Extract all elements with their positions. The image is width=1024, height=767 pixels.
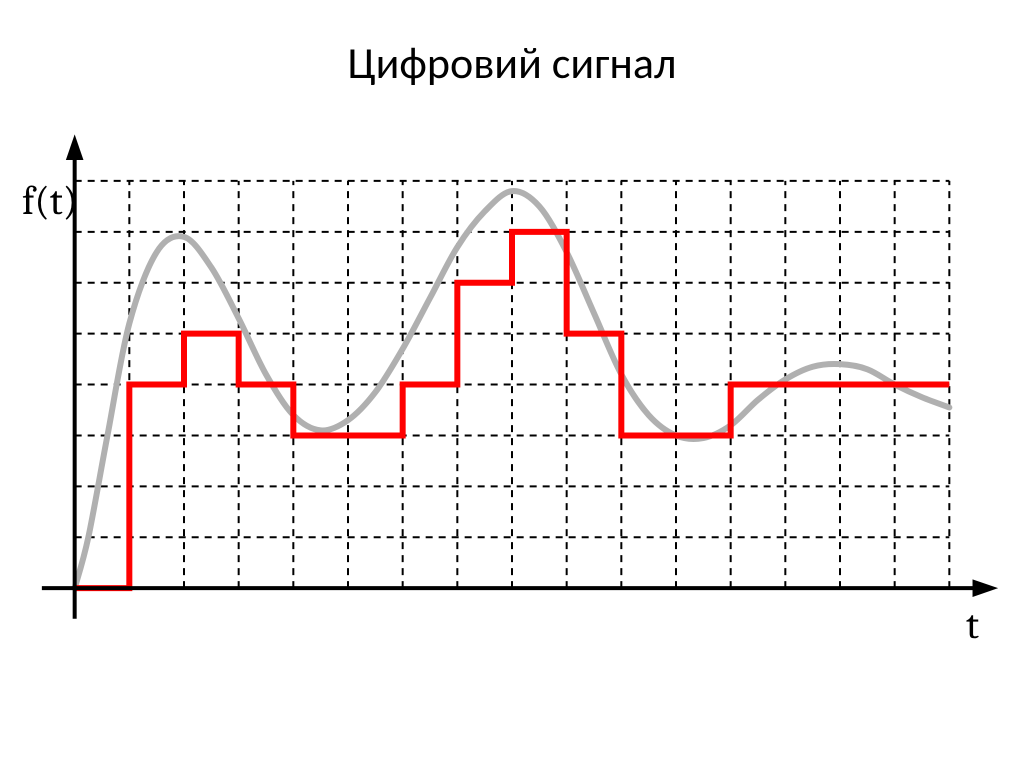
- page: { "title": { "text": "Цифровий сигнал", …: [0, 0, 1024, 767]
- signal-chart: [20, 130, 1004, 690]
- y-axis-label: f(t): [22, 178, 78, 224]
- page-title: Цифровий сигнал: [0, 36, 1024, 90]
- x-axis-label: t: [966, 602, 979, 648]
